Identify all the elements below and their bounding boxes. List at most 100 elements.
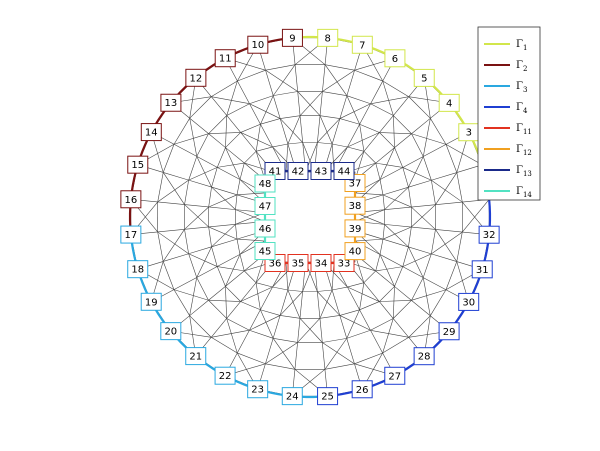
mesh-edge (347, 282, 364, 288)
node-label-box (247, 380, 269, 399)
node-label-box (281, 28, 303, 47)
legend-symbol: Γ (516, 81, 523, 92)
node-label-box (287, 254, 309, 272)
mesh-edge (431, 229, 436, 254)
node-label: 31 (476, 265, 489, 276)
mesh-edge (196, 277, 209, 301)
mesh-edge (430, 289, 447, 316)
node-label: 13 (165, 98, 178, 109)
mesh-edge (332, 286, 348, 291)
legend-subscript: 3 (523, 86, 527, 94)
mesh-edge (411, 206, 436, 230)
mesh-edge (216, 266, 226, 287)
legend-subscript: 12 (523, 149, 532, 157)
mesh-edge (379, 254, 395, 287)
node-label-box (478, 225, 500, 244)
mesh-edge (211, 96, 227, 116)
mesh-edge (188, 179, 212, 188)
mesh-edge (431, 253, 457, 262)
legend-subscript: 2 (523, 65, 527, 73)
mesh-edge (317, 115, 321, 143)
mesh-edge (394, 286, 412, 301)
mesh-edge (379, 301, 394, 319)
node-label-box (413, 68, 435, 87)
mesh-edge (235, 224, 238, 240)
mesh-edge (319, 115, 340, 119)
mesh-edge (411, 204, 436, 208)
mesh-edge (393, 318, 409, 338)
mesh-edge (208, 115, 227, 134)
mesh-edge (189, 117, 209, 134)
node-label: 19 (145, 297, 158, 308)
mesh-edge (163, 253, 189, 262)
mesh-edge (431, 172, 457, 181)
node-label: 47 (259, 202, 272, 213)
mesh-edge (272, 64, 296, 96)
mesh-edge (346, 309, 360, 339)
mesh-edge (162, 229, 185, 262)
node-label-box (287, 162, 309, 180)
mesh-edge (317, 289, 333, 292)
mesh-edge (402, 266, 424, 278)
mesh-edge (359, 124, 365, 152)
node-label: 34 (315, 259, 328, 270)
mesh-edge (435, 229, 463, 233)
node-label: 45 (259, 247, 272, 258)
mesh-edge (370, 96, 409, 105)
mesh-edge (157, 231, 164, 262)
node-label: 24 (286, 392, 299, 403)
legend-symbol: Γ (516, 123, 523, 134)
mesh-edge (375, 147, 395, 164)
mesh-edge (363, 270, 376, 283)
node-label: 33 (338, 259, 351, 270)
mesh-edge (249, 315, 281, 331)
mesh-edge (208, 299, 241, 302)
node-label-box (317, 28, 339, 47)
mesh-edge (260, 95, 274, 125)
mesh-edge (370, 318, 394, 331)
mesh-edge (375, 270, 395, 287)
mesh-edge (211, 80, 238, 97)
mesh-edge (211, 186, 236, 210)
mesh-edge (211, 186, 238, 196)
mesh-edge (157, 201, 185, 205)
node-label-box (344, 219, 366, 238)
node-label: 41 (269, 167, 282, 178)
mesh-edge (184, 229, 189, 254)
mesh-edge (379, 167, 403, 180)
mesh-edge (359, 309, 371, 331)
mesh-edge (226, 115, 241, 133)
legend-subscript: 11 (523, 128, 532, 136)
node-label-box (384, 366, 406, 385)
mesh-edge (382, 186, 409, 196)
mesh-edge (445, 261, 458, 290)
legend-symbol: Γ (516, 165, 523, 176)
mesh-edge (370, 80, 384, 104)
mesh-edge (299, 91, 323, 116)
mesh-edge (208, 226, 238, 240)
mesh-edge (382, 238, 409, 248)
mesh-edge (431, 179, 463, 203)
mesh-edge (211, 96, 250, 105)
node-label: 35 (292, 259, 305, 270)
node-label: 28 (418, 352, 431, 363)
mesh-edge (208, 300, 227, 319)
mesh-edge (239, 254, 245, 271)
node-label: 29 (443, 327, 456, 338)
node-label: 44 (338, 167, 351, 178)
mesh-edge (297, 91, 321, 116)
mesh-edge (239, 162, 245, 180)
mesh-edge (359, 103, 371, 125)
mesh-edge (462, 199, 490, 233)
node-label: 20 (164, 327, 177, 338)
mesh-edge (325, 64, 355, 71)
node-label: 16 (125, 195, 138, 206)
mesh-edge (402, 246, 409, 267)
mesh-edge (265, 64, 296, 71)
mesh-edge (346, 95, 360, 125)
mesh-edge (322, 342, 326, 370)
node-label: 25 (321, 392, 334, 403)
mesh-edge (402, 167, 432, 181)
